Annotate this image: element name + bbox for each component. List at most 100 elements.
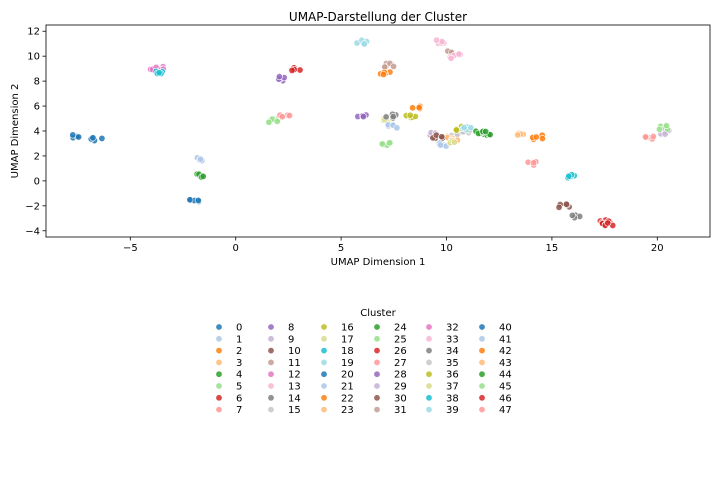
y-tick-label: −2 xyxy=(25,201,40,212)
legend-marker xyxy=(425,347,433,355)
legend-entry: 44 xyxy=(478,370,512,381)
legend-marker xyxy=(478,323,486,331)
cluster-44-points xyxy=(479,127,494,139)
data-point xyxy=(467,124,475,132)
legend-entry: 23 xyxy=(320,405,354,416)
legend-marker xyxy=(320,323,328,331)
legend-entry: 17 xyxy=(320,334,354,345)
data-point xyxy=(406,111,414,119)
x-tick-label: 20 xyxy=(651,243,664,254)
cluster-6-points xyxy=(288,64,304,74)
legend-label: 43 xyxy=(499,358,512,369)
cluster-2-points xyxy=(529,131,546,143)
legend-marker xyxy=(215,394,223,402)
data-point xyxy=(455,50,463,58)
cluster-39-points xyxy=(459,123,475,134)
data-point xyxy=(89,134,97,142)
y-tick-label: 12 xyxy=(27,27,40,38)
data-point xyxy=(386,139,394,147)
legend-label: 2 xyxy=(236,346,242,357)
cluster-28-points xyxy=(354,111,370,121)
data-point xyxy=(568,211,576,219)
data-point xyxy=(433,36,441,44)
data-point xyxy=(273,117,281,125)
legend-entry: 47 xyxy=(478,405,512,416)
cluster-30-points xyxy=(429,131,447,142)
data-point xyxy=(555,203,563,211)
legend-marker xyxy=(373,382,381,390)
legend-marker xyxy=(215,323,223,331)
legend-label: 32 xyxy=(446,323,459,334)
legend-label: 12 xyxy=(288,370,301,381)
data-point xyxy=(197,155,205,163)
cluster-45-points xyxy=(655,122,672,133)
legend-label: 38 xyxy=(446,393,459,404)
legend-label: 16 xyxy=(341,323,354,334)
data-point xyxy=(604,219,612,227)
data-point xyxy=(438,133,446,141)
legend-label: 28 xyxy=(394,370,407,381)
legend-label: 4 xyxy=(236,370,242,381)
legend-label: 1 xyxy=(236,334,242,345)
cluster-46-points xyxy=(601,217,617,229)
data-point xyxy=(69,131,77,139)
legend-marker xyxy=(478,406,486,414)
legend-marker xyxy=(267,358,275,366)
legend-entry: 0 xyxy=(215,323,242,334)
data-point xyxy=(460,124,468,132)
legend-label: 30 xyxy=(394,393,407,404)
cluster-4-points xyxy=(193,170,207,181)
legend-marker xyxy=(320,406,328,414)
legend-marker xyxy=(373,347,381,355)
data-point xyxy=(359,113,367,121)
cluster-7-points xyxy=(524,157,540,169)
legend-label: 7 xyxy=(236,405,242,416)
cluster-0-points xyxy=(69,131,83,142)
legend-entry: 45 xyxy=(478,382,512,393)
legend-marker xyxy=(320,347,328,355)
legend-marker xyxy=(267,406,275,414)
cluster-37-points xyxy=(446,137,458,147)
data-point xyxy=(655,125,663,133)
scatter-points xyxy=(69,36,673,229)
cluster-42-points xyxy=(409,102,424,112)
legend-title: Cluster xyxy=(360,308,396,319)
legend-label: 8 xyxy=(288,323,294,334)
legend-label: 9 xyxy=(288,334,294,345)
y-tick-label: 10 xyxy=(27,52,40,63)
legend-entry: 43 xyxy=(478,358,512,369)
legend-marker xyxy=(267,394,275,402)
legend-label: 37 xyxy=(446,382,459,393)
legend-marker xyxy=(215,370,223,378)
legend-entry: 35 xyxy=(425,358,459,369)
legend-label: 3 xyxy=(236,358,242,369)
legend-label: 40 xyxy=(499,323,512,334)
cluster-47-points xyxy=(642,132,657,143)
legend-entry: 39 xyxy=(425,405,459,416)
legend-label: 35 xyxy=(446,358,459,369)
legend-marker xyxy=(215,406,223,414)
legend-label: 22 xyxy=(341,393,354,404)
legend-label: 45 xyxy=(499,382,512,393)
cluster-21-points xyxy=(435,139,450,150)
cluster-38-points xyxy=(152,67,166,77)
legend-entry: 10 xyxy=(267,346,301,357)
y-tick-label: 0 xyxy=(34,176,40,187)
legend-marker xyxy=(425,335,433,343)
data-point xyxy=(532,133,540,141)
legend-marker xyxy=(267,382,275,390)
data-point xyxy=(360,40,368,48)
data-point xyxy=(155,69,163,77)
data-point xyxy=(538,135,546,143)
legend-marker xyxy=(373,358,381,366)
legend-marker xyxy=(373,394,381,402)
legend-entry: 29 xyxy=(373,382,407,393)
legend-marker xyxy=(425,382,433,390)
legend-marker xyxy=(373,406,381,414)
legend-marker xyxy=(478,382,486,390)
data-point xyxy=(286,112,294,120)
legend-entry: 26 xyxy=(373,346,407,357)
legend-label: 39 xyxy=(446,405,459,416)
cluster-1-points xyxy=(193,154,206,165)
x-tick-label: 0 xyxy=(233,243,239,254)
